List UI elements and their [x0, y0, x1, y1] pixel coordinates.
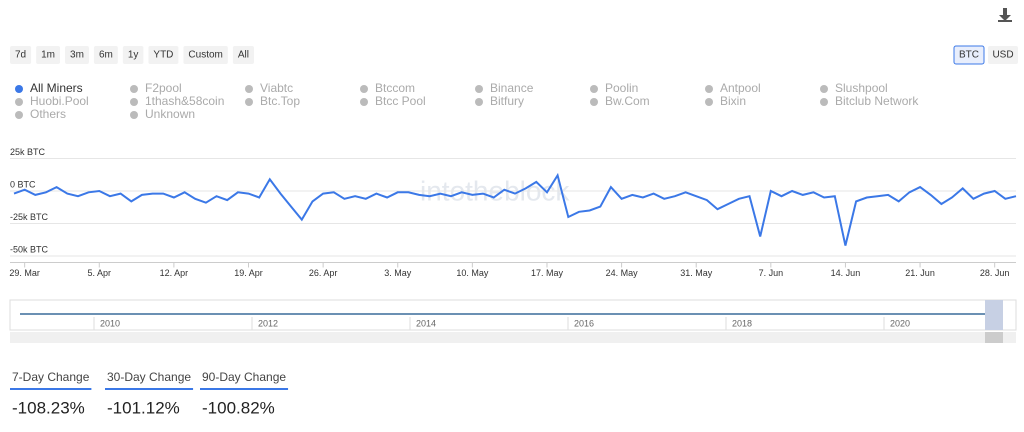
- legend-label[interactable]: Bixin: [720, 94, 746, 108]
- navigator-year: 2014: [416, 318, 436, 328]
- download-icon[interactable]: [998, 8, 1012, 22]
- legend-marker[interactable]: [475, 98, 483, 106]
- range-button[interactable]: [148, 46, 179, 64]
- stat-label: 7-Day Change: [12, 370, 90, 384]
- stat-value: -108.23%: [12, 398, 85, 417]
- scrollbar[interactable]: [10, 332, 1016, 343]
- legend-label[interactable]: Viabtc: [260, 81, 293, 95]
- y-tick-label: -25k BTC: [10, 212, 49, 222]
- legend-label[interactable]: Binance: [490, 81, 534, 95]
- x-tick-label: 5. Apr: [88, 268, 112, 278]
- y-tick-label: -50k BTC: [10, 244, 49, 254]
- x-tick-label: 26. Apr: [309, 268, 338, 278]
- legend-label[interactable]: Others: [30, 107, 66, 121]
- x-tick-label: 28. Jun: [980, 268, 1010, 278]
- legend-marker[interactable]: [130, 98, 138, 106]
- legend-label[interactable]: Antpool: [720, 81, 761, 95]
- x-tick-label: 14. Jun: [831, 268, 861, 278]
- range-button-label[interactable]: Custom: [188, 50, 222, 61]
- range-button-label[interactable]: 1y: [128, 50, 139, 61]
- x-tick-label: 21. Jun: [905, 268, 935, 278]
- x-tick-label: 29. Mar: [9, 268, 40, 278]
- scrollbar-thumb[interactable]: [985, 332, 1003, 343]
- stat-value: -100.82%: [202, 398, 275, 417]
- range-button-label[interactable]: 6m: [99, 50, 113, 61]
- legend-marker[interactable]: [475, 85, 483, 93]
- range-button[interactable]: [232, 46, 254, 64]
- legend-marker[interactable]: [590, 98, 598, 106]
- navigator-year: 2020: [890, 318, 910, 328]
- range-button-label[interactable]: 1m: [41, 50, 55, 61]
- data-line: [13, 172, 1017, 246]
- range-button[interactable]: [36, 46, 61, 64]
- legend-label[interactable]: Btcc Pool: [375, 94, 426, 108]
- stat-label: 30-Day Change: [107, 370, 191, 384]
- legend-label[interactable]: 1thash&58coin: [145, 94, 224, 108]
- x-tick-label: 24. May: [606, 268, 639, 278]
- legend-label[interactable]: Huobi.Pool: [30, 94, 89, 108]
- y-tick-label: 25k BTC: [10, 147, 46, 157]
- x-tick-label: 7. Jun: [759, 268, 784, 278]
- legend-marker[interactable]: [590, 85, 598, 93]
- currency-button-label[interactable]: BTC: [959, 50, 979, 61]
- x-tick-label: 3. May: [384, 268, 412, 278]
- range-button-label[interactable]: All: [238, 50, 249, 61]
- legend-label[interactable]: Bw.Com: [605, 94, 650, 108]
- x-tick-label: 17. May: [531, 268, 564, 278]
- legend-marker[interactable]: [360, 98, 368, 106]
- range-button[interactable]: [93, 46, 118, 64]
- stat-label: 90-Day Change: [202, 370, 286, 384]
- range-button[interactable]: [183, 46, 228, 64]
- x-tick-label: 10. May: [456, 268, 489, 278]
- range-button-label[interactable]: 7d: [15, 50, 26, 61]
- legend-marker[interactable]: [705, 85, 713, 93]
- y-tick-label: 0 BTC: [10, 179, 36, 189]
- legend-label[interactable]: Bitfury: [490, 94, 524, 108]
- legend-marker[interactable]: [820, 85, 828, 93]
- legend-marker[interactable]: [820, 98, 828, 106]
- legend-label[interactable]: Poolin: [605, 81, 638, 95]
- legend-marker[interactable]: [705, 98, 713, 106]
- navigator-year: 2012: [258, 318, 278, 328]
- x-tick-label: 19. Apr: [234, 268, 263, 278]
- range-button-label[interactable]: YTD: [153, 50, 173, 61]
- range-button-label[interactable]: 3m: [70, 50, 84, 61]
- legend-label[interactable]: Unknown: [145, 107, 195, 121]
- legend-marker[interactable]: [15, 98, 23, 106]
- legend-marker[interactable]: [130, 111, 138, 119]
- legend-marker[interactable]: [15, 111, 23, 119]
- navigator-year: 2010: [100, 318, 120, 328]
- legend-marker[interactable]: [360, 85, 368, 93]
- navigator: [9, 299, 1017, 331]
- currency-button-label[interactable]: USD: [992, 50, 1013, 61]
- range-button[interactable]: [10, 46, 32, 64]
- x-tick-label: 31. May: [680, 268, 713, 278]
- currency-button[interactable]: [953, 45, 985, 65]
- range-button[interactable]: [65, 46, 89, 64]
- legend-marker[interactable]: [245, 98, 253, 106]
- currency-button[interactable]: [988, 46, 1018, 64]
- legend-marker[interactable]: [245, 85, 253, 93]
- range-button[interactable]: [122, 46, 144, 64]
- legend-label[interactable]: All Miners: [30, 81, 83, 95]
- legend-label[interactable]: F2pool: [145, 81, 182, 95]
- legend-label[interactable]: Btc.Top: [260, 94, 300, 108]
- legend-label[interactable]: Btccom: [375, 81, 415, 95]
- navigator-selection[interactable]: [985, 300, 1003, 330]
- legend-marker[interactable]: [130, 85, 138, 93]
- legend-label[interactable]: Bitclub Network: [835, 94, 919, 108]
- stat-value: -101.12%: [107, 398, 180, 417]
- legend-label[interactable]: Slushpool: [835, 81, 888, 95]
- navigator-year: 2016: [574, 318, 594, 328]
- navigator-year: 2018: [732, 318, 752, 328]
- x-tick-label: 12. Apr: [160, 268, 189, 278]
- legend-marker[interactable]: [15, 85, 23, 93]
